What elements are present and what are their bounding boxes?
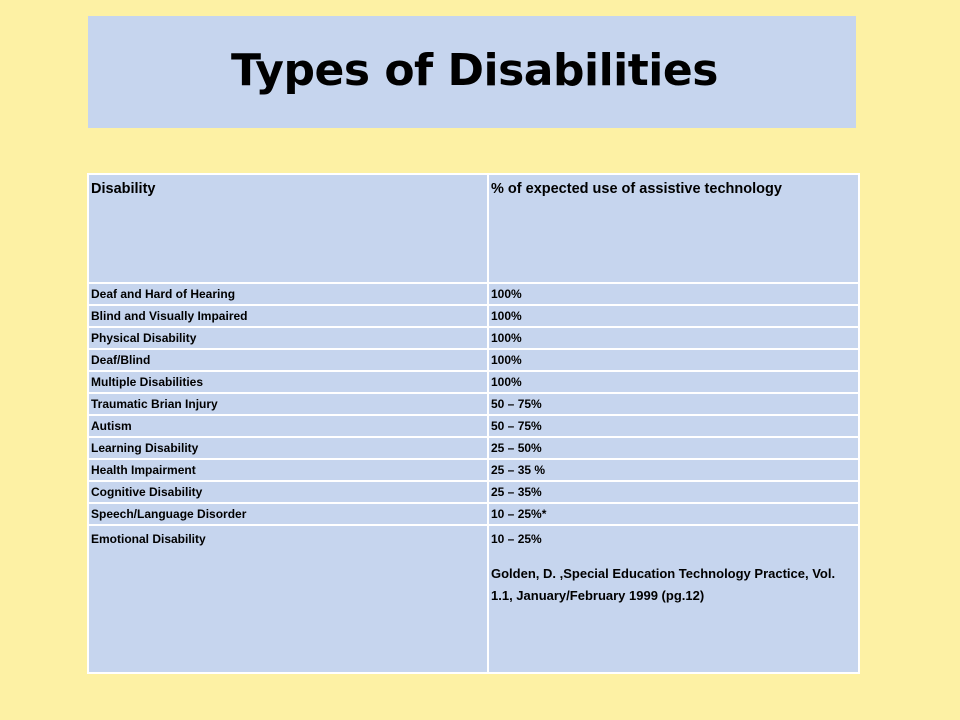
- table-row: Deaf and Hard of Hearing 100%: [87, 282, 860, 306]
- percent-value: 10 – 25%: [491, 532, 542, 546]
- header-expected-use: % of expected use of assistive technolog…: [487, 173, 860, 284]
- percent-cell: 50 – 75%: [487, 392, 860, 416]
- percent-cell: 10 – 25%*: [487, 502, 860, 526]
- disability-cell: Deaf/Blind: [87, 348, 489, 372]
- table-row: Learning Disability 25 – 50%: [87, 436, 860, 460]
- percent-cell: 100%: [487, 370, 860, 394]
- table-row: Health Impairment 25 – 35 %: [87, 458, 860, 482]
- percent-cell: 50 – 75%: [487, 414, 860, 438]
- disability-cell: Learning Disability: [87, 436, 489, 460]
- page-title: Types of Disabilities: [231, 44, 718, 96]
- disability-cell: Deaf and Hard of Hearing: [87, 282, 489, 306]
- percent-cell: 100%: [487, 326, 860, 350]
- table-header-row: Disability % of expected use of assistiv…: [87, 173, 860, 284]
- header-disability: Disability: [87, 173, 489, 284]
- disabilities-table: Disability % of expected use of assistiv…: [87, 173, 860, 674]
- percent-cell: 100%: [487, 348, 860, 372]
- disability-cell: Cognitive Disability: [87, 480, 489, 504]
- table-row: Physical Disability 100%: [87, 326, 860, 350]
- percent-cell: 100%: [487, 304, 860, 328]
- table-row: Multiple Disabilities 100%: [87, 370, 860, 394]
- disability-cell: Blind and Visually Impaired: [87, 304, 489, 328]
- percent-cell: 10 – 25% Golden, D. ,Special Education T…: [487, 524, 860, 674]
- percent-cell: 25 – 35%: [487, 480, 860, 504]
- disability-cell: Speech/Language Disorder: [87, 502, 489, 526]
- disability-cell: Traumatic Brian Injury: [87, 392, 489, 416]
- table-row: Blind and Visually Impaired 100%: [87, 304, 860, 328]
- table-row: Deaf/Blind 100%: [87, 348, 860, 372]
- disability-cell: Multiple Disabilities: [87, 370, 489, 394]
- disability-cell: Emotional Disability: [87, 524, 489, 674]
- disability-cell: Physical Disability: [87, 326, 489, 350]
- table-row: Autism 50 – 75%: [87, 414, 860, 438]
- percent-cell: 25 – 50%: [487, 436, 860, 460]
- disability-cell: Autism: [87, 414, 489, 438]
- percent-cell: 100%: [487, 282, 860, 306]
- disability-cell: Health Impairment: [87, 458, 489, 482]
- table-row: Traumatic Brian Injury 50 – 75%: [87, 392, 860, 416]
- title-banner: Types of Disabilities: [88, 16, 856, 128]
- percent-cell: 25 – 35 %: [487, 458, 860, 482]
- table-row: Cognitive Disability 25 – 35%: [87, 480, 860, 504]
- citation-text: Golden, D. ,Special Education Technology…: [491, 566, 836, 603]
- table-row: Emotional Disability 10 – 25% Golden, D.…: [87, 524, 860, 674]
- table-row: Speech/Language Disorder 10 – 25%*: [87, 502, 860, 526]
